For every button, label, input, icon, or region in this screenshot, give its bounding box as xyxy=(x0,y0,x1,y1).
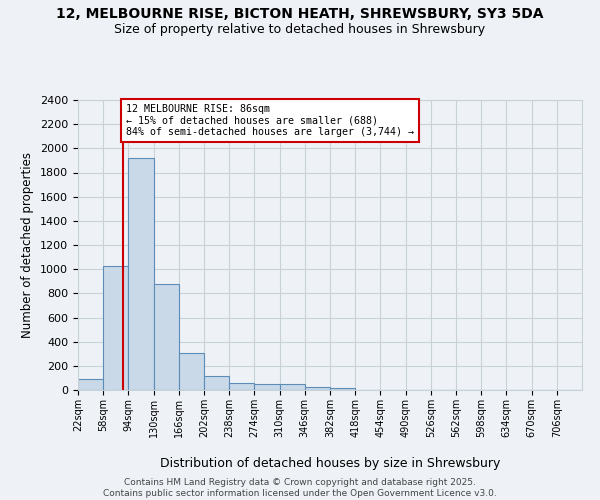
Bar xyxy=(78,378,103,390)
Text: Contains HM Land Registry data © Crown copyright and database right 2025.
Contai: Contains HM Land Registry data © Crown c… xyxy=(103,478,497,498)
Bar xyxy=(280,384,305,390)
Text: Size of property relative to detached houses in Shrewsbury: Size of property relative to detached ho… xyxy=(115,22,485,36)
Bar xyxy=(103,266,128,390)
Bar xyxy=(330,388,355,390)
Bar xyxy=(229,383,254,390)
Bar xyxy=(204,376,229,390)
Bar xyxy=(154,284,179,390)
Text: 12, MELBOURNE RISE, BICTON HEATH, SHREWSBURY, SY3 5DA: 12, MELBOURNE RISE, BICTON HEATH, SHREWS… xyxy=(56,8,544,22)
Bar xyxy=(305,387,330,390)
Y-axis label: Number of detached properties: Number of detached properties xyxy=(22,152,34,338)
Text: 12 MELBOURNE RISE: 86sqm
← 15% of detached houses are smaller (688)
84% of semi-: 12 MELBOURNE RISE: 86sqm ← 15% of detach… xyxy=(125,104,413,137)
Text: Distribution of detached houses by size in Shrewsbury: Distribution of detached houses by size … xyxy=(160,458,500,470)
Bar xyxy=(254,384,280,390)
Bar xyxy=(179,352,204,390)
Bar xyxy=(128,158,154,390)
